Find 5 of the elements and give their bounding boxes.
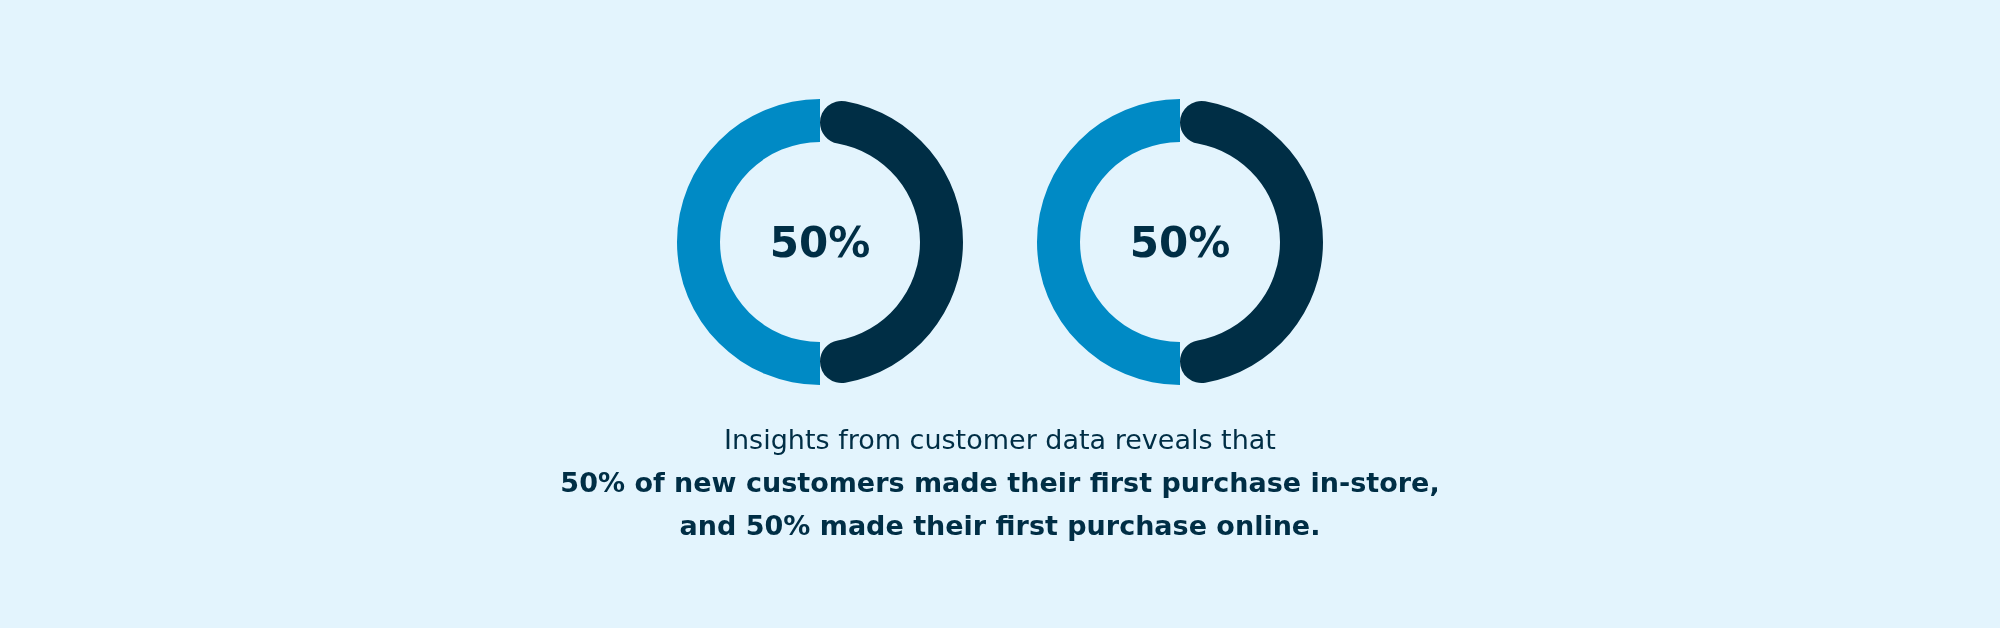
text: 50% [1129,218,1231,267]
text: 50% [769,218,871,267]
text: 50% of new customers made their first purchase in-store, [560,467,1440,498]
text: and 50% made their first purchase online. [679,510,1321,541]
text: Insights from customer data reveals that [724,424,1276,455]
